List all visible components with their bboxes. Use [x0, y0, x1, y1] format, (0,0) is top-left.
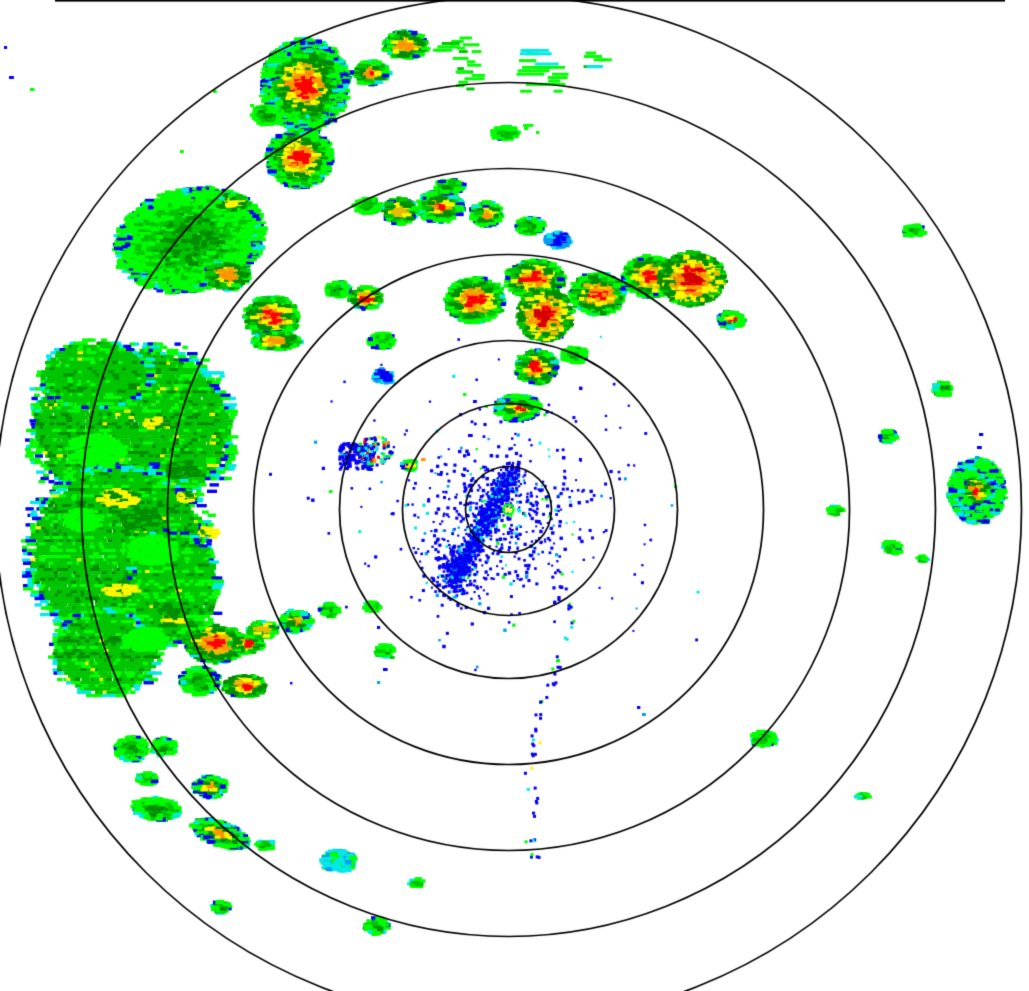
radar-display — [0, 0, 1029, 991]
radar-reflectivity-canvas — [0, 0, 1029, 991]
